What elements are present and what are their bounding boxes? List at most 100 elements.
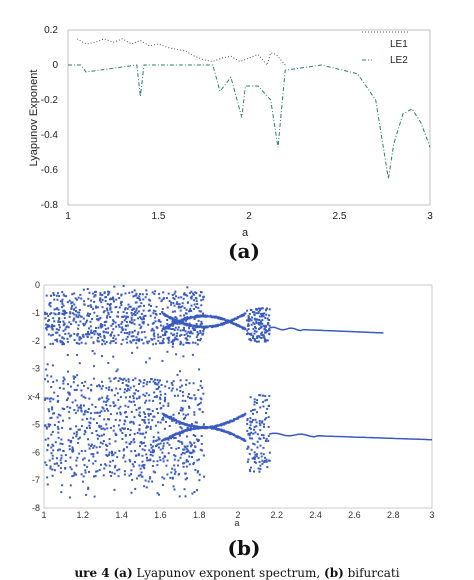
bifurcation-point xyxy=(188,428,191,431)
bifurcation-point xyxy=(101,385,104,388)
bifurcation-point xyxy=(71,301,74,304)
bifurcation-point xyxy=(78,309,81,311)
bifurcation-point xyxy=(206,326,209,329)
bifurcation-point xyxy=(188,463,191,466)
bifurcation-point xyxy=(198,439,200,442)
bifurcation-point xyxy=(51,408,54,411)
bifurcation-point xyxy=(125,441,128,444)
bifurcation-point xyxy=(199,325,202,328)
bifurcation-point xyxy=(168,443,171,446)
bifurcation-point xyxy=(172,485,175,488)
bifurcation-point xyxy=(253,322,256,325)
bifurcation-point xyxy=(130,318,133,321)
bifurcation-point xyxy=(116,456,119,459)
bifurcation-point xyxy=(261,420,264,423)
bifurcation-point xyxy=(53,462,56,465)
bifurcation-point xyxy=(147,480,150,483)
bifurcation-point xyxy=(170,389,173,392)
bifurcation-point xyxy=(57,428,60,430)
bifurcation-point xyxy=(106,399,109,402)
bifurcation-point xyxy=(159,390,162,393)
bifurcation-point xyxy=(107,312,110,314)
bifurcation-point xyxy=(80,407,83,410)
bifurcation-point xyxy=(123,308,126,311)
bifurcation-point xyxy=(95,305,97,308)
bifurcation-point xyxy=(157,381,160,384)
bifurcation-point xyxy=(142,320,145,323)
bifurcation-point xyxy=(156,464,159,467)
bifurcation-point xyxy=(263,460,266,463)
bifurcation-point xyxy=(67,391,70,394)
bifurcation-point xyxy=(186,424,189,427)
bifurcation-point xyxy=(122,285,125,287)
bifurcation-point xyxy=(104,296,107,299)
bifurcation-point xyxy=(121,338,124,341)
bifurcation-point xyxy=(92,341,95,344)
bifurcation-point xyxy=(259,468,262,471)
bifurcation-point xyxy=(92,418,95,421)
bifurcation-point xyxy=(250,333,253,336)
y-axis-label-b: x xyxy=(28,392,33,402)
bifurcation-point xyxy=(121,321,124,323)
bifurcation-point xyxy=(56,307,59,310)
bifurcation-point xyxy=(68,496,71,499)
bifurcation-point xyxy=(101,294,104,297)
bifurcation-point xyxy=(167,416,170,419)
bifurcation-point xyxy=(174,326,177,329)
legend-label-le2: LE2 xyxy=(390,55,408,66)
bifurcation-point xyxy=(174,470,177,473)
bifurcation-point xyxy=(75,315,78,318)
bifurcation-point xyxy=(102,474,105,477)
bifurcation-point xyxy=(169,436,172,439)
bifurcation-point xyxy=(129,305,132,308)
bifurcation-point xyxy=(164,398,167,401)
y-tick-a-4: -0.6 xyxy=(41,165,59,176)
bifurcation-point xyxy=(259,444,262,447)
bifurcation-point xyxy=(100,301,103,304)
bifurcation-point xyxy=(155,388,158,390)
bifurcation-point xyxy=(173,458,176,461)
bifurcation-point xyxy=(197,319,200,322)
bifurcation-point xyxy=(171,477,174,480)
bifurcation-point xyxy=(93,411,96,414)
bifurcation-point xyxy=(80,410,83,413)
bifurcation-point xyxy=(60,462,63,464)
bifurcation-point xyxy=(140,317,142,320)
bifurcation-point xyxy=(106,444,109,447)
bifurcation-point xyxy=(62,312,65,315)
bifurcation-point xyxy=(178,440,181,443)
bifurcation-point xyxy=(179,379,182,382)
bifurcation-point xyxy=(172,435,175,438)
bifurcation-point xyxy=(127,315,129,318)
bifurcation-point xyxy=(56,462,58,465)
bifurcation-point xyxy=(61,302,64,305)
bifurcation-point xyxy=(246,429,249,432)
bifurcation-point xyxy=(102,330,105,333)
bifurcation-point xyxy=(267,323,269,326)
bifurcation-point xyxy=(238,436,241,439)
bifurcation-point xyxy=(168,326,171,329)
bifurcation-point xyxy=(202,392,205,395)
bifurcation-point xyxy=(268,459,271,462)
bifurcation-point xyxy=(133,329,136,332)
bifurcation-point xyxy=(107,313,110,316)
bifurcation-point xyxy=(58,386,61,389)
bifurcation-point xyxy=(253,403,256,406)
bifurcation-point xyxy=(145,289,148,292)
bifurcation-point xyxy=(180,333,183,336)
y-tick-b-8: -8 xyxy=(32,503,40,513)
chart-b: 1 1.2 1.4 1.6 1.8 2 2.2 2.4 2.6 2.8 3 0-1-2-3-4-5-… xyxy=(28,280,435,560)
bifurcation-point xyxy=(147,412,150,415)
bifurcation-point xyxy=(61,306,63,309)
bifurcation-point xyxy=(190,304,193,307)
bifurcation-point xyxy=(65,295,68,298)
bifurcation-point xyxy=(63,408,66,410)
bifurcation-point xyxy=(148,340,151,343)
bifurcation-point xyxy=(152,470,155,473)
bifurcation-point xyxy=(260,333,263,336)
bifurcation-point xyxy=(253,461,256,463)
bifurcation-point xyxy=(144,479,147,482)
bifurcation-point xyxy=(242,326,245,329)
bifurcation-point xyxy=(228,431,231,434)
bifurcation-point xyxy=(68,299,71,302)
